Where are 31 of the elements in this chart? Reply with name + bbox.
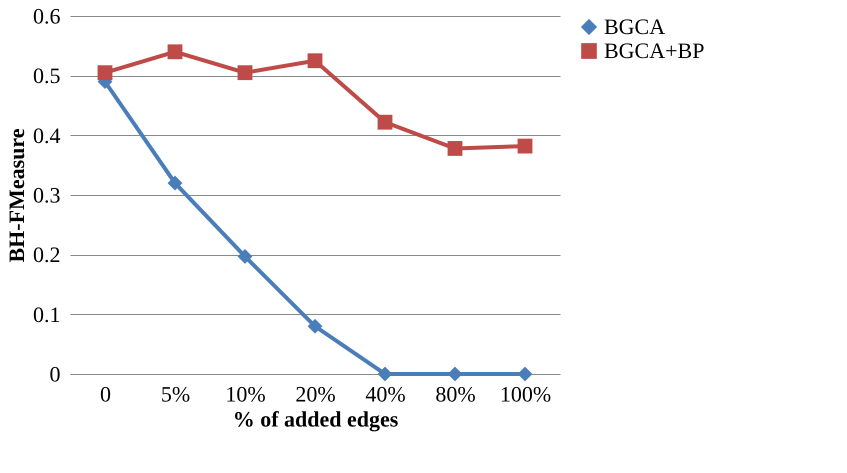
point [518,138,532,154]
point [448,141,462,156]
y-tick-label: 0.6 [33,4,60,28]
point [448,366,462,382]
y-tick-label: 0.5 [33,63,60,88]
y-tick-label: 0 [50,362,60,386]
point [238,65,252,80]
legend-label: BGCA+BP [604,38,704,63]
y-axis-title: BH-FMeasure [4,128,29,263]
point [238,249,252,264]
point [168,176,182,190]
y-tick-label: 0.1 [33,302,60,327]
point [518,366,532,382]
x-tick-label: 40% [365,382,406,406]
x-tick-label: 80% [435,382,476,406]
x-axis-title: % of added edges [232,406,399,432]
y-tick-label: 0.3 [33,182,60,208]
point [378,366,392,382]
x-tick-label: 10% [225,382,266,406]
y-tick-label: 0.2 [33,242,60,268]
x-tick-label: 0 [100,382,111,406]
point [308,318,322,334]
y-tick-label: 0.4 [33,122,60,148]
point [308,53,322,68]
x-tick-label: 20% [295,382,336,406]
point [168,44,182,60]
point [98,65,112,80]
x-tick-label: 5% [160,382,190,406]
point [378,114,392,130]
legend-label: BGCA [604,14,666,39]
x-tick-label: 100% [500,382,552,406]
